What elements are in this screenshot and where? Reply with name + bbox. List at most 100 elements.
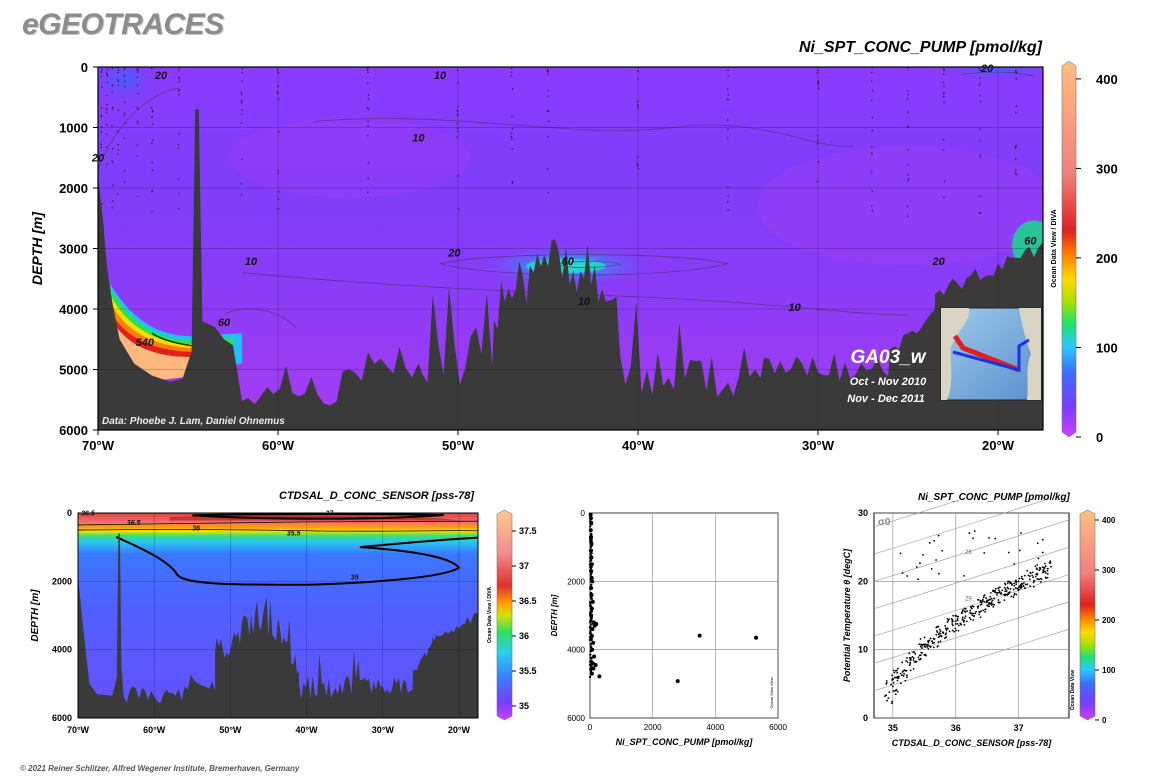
x-tick-label: 40°W [622, 438, 655, 453]
sample-point [151, 139, 154, 141]
sample-point [906, 215, 909, 217]
main-colorbar [1061, 60, 1077, 438]
sample-point [906, 163, 909, 166]
sample-point [240, 183, 243, 185]
ts-point [912, 667, 915, 670]
ts-point [918, 658, 921, 661]
salinity-contour-bold [115, 536, 478, 586]
isopycnal-label: 26 [965, 500, 972, 501]
ts-point [910, 657, 912, 659]
ts-point [906, 661, 909, 663]
sample-point [100, 114, 103, 117]
sample-point [240, 93, 243, 96]
sample-point [367, 134, 369, 137]
ts-point [1018, 577, 1021, 580]
profile-point [589, 566, 592, 569]
ts-point [1041, 538, 1044, 541]
ts-point [1039, 568, 1042, 571]
sample-point [511, 148, 514, 150]
sample-point [117, 71, 119, 74]
sample-point [240, 194, 243, 196]
ts-point [926, 645, 929, 648]
sample-point [456, 113, 459, 115]
contour-label: 37 [326, 511, 335, 518]
sample-point [636, 156, 639, 159]
sample-point [117, 153, 119, 155]
ts-point [904, 669, 907, 672]
x-tick-label: 60°W [143, 725, 166, 735]
ts-point [964, 611, 967, 614]
ts-point [1018, 549, 1021, 552]
ts-point [952, 624, 954, 627]
profile-point [589, 534, 594, 539]
profile-point [588, 675, 592, 679]
ts-point [986, 599, 989, 602]
sample-point [1014, 145, 1017, 148]
ts-point [1046, 576, 1049, 579]
y-tick-label: 4000 [567, 646, 585, 655]
ts-point [994, 537, 997, 540]
sample-point [367, 162, 370, 165]
sample-point [942, 81, 945, 84]
sample-point [137, 195, 139, 198]
sample-point [117, 69, 120, 71]
profile-point [754, 635, 759, 640]
contour-line [223, 308, 297, 328]
sample-point [367, 191, 369, 193]
ts-point [933, 539, 935, 542]
sample-point [943, 91, 945, 94]
profile-point [588, 528, 593, 533]
ts-point [978, 613, 981, 616]
profile-frame [589, 512, 779, 719]
ts-point [1038, 566, 1041, 569]
contour-label: 60 [1024, 235, 1037, 247]
y-tick-label: 6000 [567, 714, 585, 723]
sample-point [276, 69, 279, 71]
sample-point [510, 74, 513, 77]
ts-point [1038, 578, 1041, 581]
colorbar-tick-label: 36 [519, 631, 529, 641]
sample-point [366, 82, 369, 85]
ts-point [945, 629, 948, 632]
sample-point [979, 69, 981, 72]
sample-point [177, 90, 180, 92]
profile-point [589, 575, 594, 580]
ts-point [1012, 596, 1015, 598]
ts-point [1004, 583, 1007, 586]
ts-point [912, 659, 915, 662]
sample-point [637, 167, 640, 170]
sample-point [111, 67, 114, 69]
sample-point [726, 200, 729, 203]
x-tick-label: 6000 [769, 723, 787, 732]
ts-point [895, 688, 898, 691]
contour-line [313, 118, 855, 147]
ts-point [908, 664, 911, 666]
sample-point [111, 206, 113, 209]
sample-point [241, 67, 244, 70]
profile-point [588, 663, 592, 666]
ts-point [1023, 574, 1026, 577]
ts-point [1020, 575, 1023, 578]
sample-point [547, 120, 550, 123]
profile-point [590, 610, 593, 614]
ts-point [957, 615, 959, 618]
sample-point [178, 192, 180, 195]
ts-point [966, 610, 969, 612]
sample-point [136, 144, 139, 146]
sample-point [178, 93, 180, 96]
ts-point [917, 656, 920, 659]
sample-point [871, 129, 874, 132]
sample-point [547, 135, 549, 138]
ts-point [994, 587, 997, 590]
profile-point [590, 623, 593, 626]
sample-point [456, 127, 459, 130]
sample-point [177, 178, 180, 181]
ts-point [1009, 588, 1012, 590]
ts-point [1015, 593, 1018, 596]
sample-point [150, 106, 153, 109]
ts-point [990, 602, 993, 605]
ts-point [954, 627, 957, 630]
sample-point [240, 99, 243, 102]
sample-point [907, 149, 909, 151]
profile-point [589, 541, 594, 546]
